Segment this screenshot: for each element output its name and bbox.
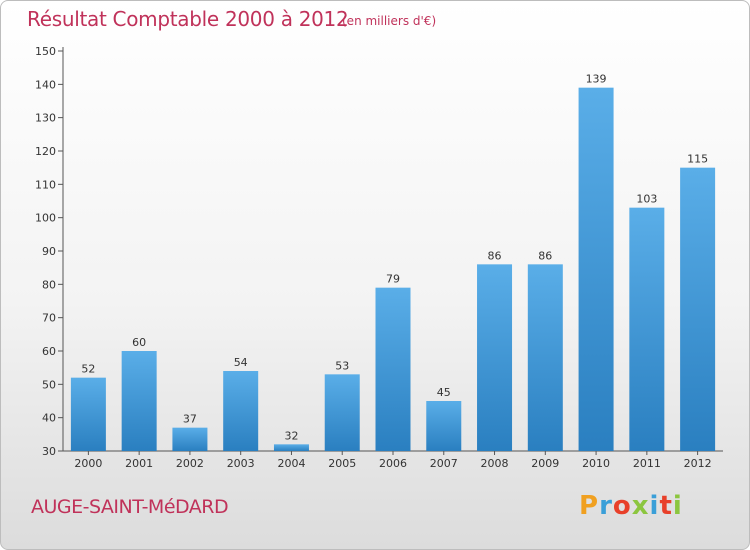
y-tick-label: 90	[42, 245, 56, 258]
x-tick-label: 2008	[481, 457, 509, 470]
x-tick-label: 2000	[74, 457, 102, 470]
bar-2001	[121, 351, 157, 451]
data-label-2001: 60	[132, 336, 146, 349]
data-label-2005: 53	[335, 359, 349, 372]
logo-letter: x	[631, 491, 650, 521]
bar-2003	[223, 371, 259, 451]
data-label-2004: 32	[284, 429, 298, 442]
x-tick-label: 2001	[125, 457, 153, 470]
y-tick-label: 130	[35, 112, 56, 125]
logo-letter: P	[579, 491, 600, 521]
logo-letter: t	[659, 491, 673, 521]
data-labels: 52 60 37 54 32 53 79 45 86 86 139 103 115	[81, 73, 708, 443]
y-tick-label: 80	[42, 278, 56, 291]
proxiti-logo: Proxiti	[579, 491, 683, 521]
y-tick-label: 50	[42, 378, 56, 391]
bar-2007	[426, 401, 462, 451]
y-tick-label: 60	[42, 345, 56, 358]
y-tick-label: 120	[35, 145, 56, 158]
x-tick-label: 2009	[531, 457, 559, 470]
logo-letter: i	[649, 491, 660, 521]
x-tick-label: 2005	[328, 457, 356, 470]
data-label-2006: 79	[386, 273, 400, 286]
y-tick-label: 40	[42, 412, 56, 425]
y-tick-label: 70	[42, 312, 56, 325]
data-label-2002: 37	[183, 413, 197, 426]
y-tick-label: 100	[35, 212, 56, 225]
x-tick-label: 2006	[379, 457, 407, 470]
data-label-2008: 86	[488, 249, 502, 262]
x-tick-label: 2003	[227, 457, 255, 470]
data-label-2012: 115	[687, 153, 708, 166]
y-axis: 30 40 50 60 70 80 90 100 110 120 130 140 150	[35, 45, 64, 458]
chart-subtitle: (en milliers d'€)	[342, 14, 437, 28]
logo-letter: r	[599, 491, 613, 521]
bar-2006	[375, 287, 411, 451]
data-label-2009: 86	[538, 249, 552, 262]
bar-2008	[477, 264, 513, 451]
bar-2002	[172, 427, 208, 451]
x-tick-label: 2010	[582, 457, 610, 470]
data-label-2007: 45	[437, 386, 451, 399]
logo-letter: i	[672, 491, 683, 521]
commune-name: AUGE-SAINT-MéDARD	[31, 496, 229, 518]
x-axis: 2000 2001 2002 2003 2004 2005 2006 2007 2008 2009…	[63, 450, 723, 470]
bar-2004	[273, 444, 309, 451]
data-label-2003: 54	[234, 356, 248, 369]
data-label-2011: 103	[636, 193, 657, 206]
x-tick-label: 2011	[633, 457, 661, 470]
y-tick-label: 150	[35, 45, 56, 58]
y-tick-label: 30	[42, 445, 56, 458]
data-label-2010: 139	[586, 73, 607, 86]
x-tick-label: 2007	[430, 457, 458, 470]
x-tick-label: 2004	[277, 457, 305, 470]
bar-2011	[629, 207, 665, 451]
bar-2000	[70, 377, 106, 451]
logo-letter: o	[612, 491, 632, 521]
bar-2005	[324, 374, 360, 451]
x-tick-label: 2002	[176, 457, 204, 470]
bar-2012	[680, 167, 716, 451]
y-tick-label: 110	[35, 178, 56, 191]
x-tick-label: 2012	[684, 457, 712, 470]
chart-title: Résultat Comptable 2000 à 2012	[27, 7, 349, 31]
y-tick-label: 140	[35, 78, 56, 91]
bars	[70, 87, 716, 452]
data-label-2000: 52	[81, 363, 95, 376]
bar-2010	[578, 87, 614, 452]
bar-2009	[527, 264, 563, 451]
